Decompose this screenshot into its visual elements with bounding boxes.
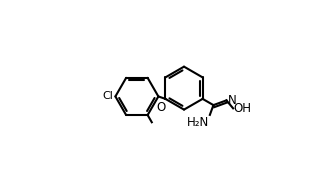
Text: O: O (157, 101, 166, 114)
Text: H₂N: H₂N (187, 116, 209, 129)
Text: N: N (227, 94, 236, 107)
Text: Cl: Cl (103, 91, 114, 102)
Text: OH: OH (234, 102, 252, 115)
